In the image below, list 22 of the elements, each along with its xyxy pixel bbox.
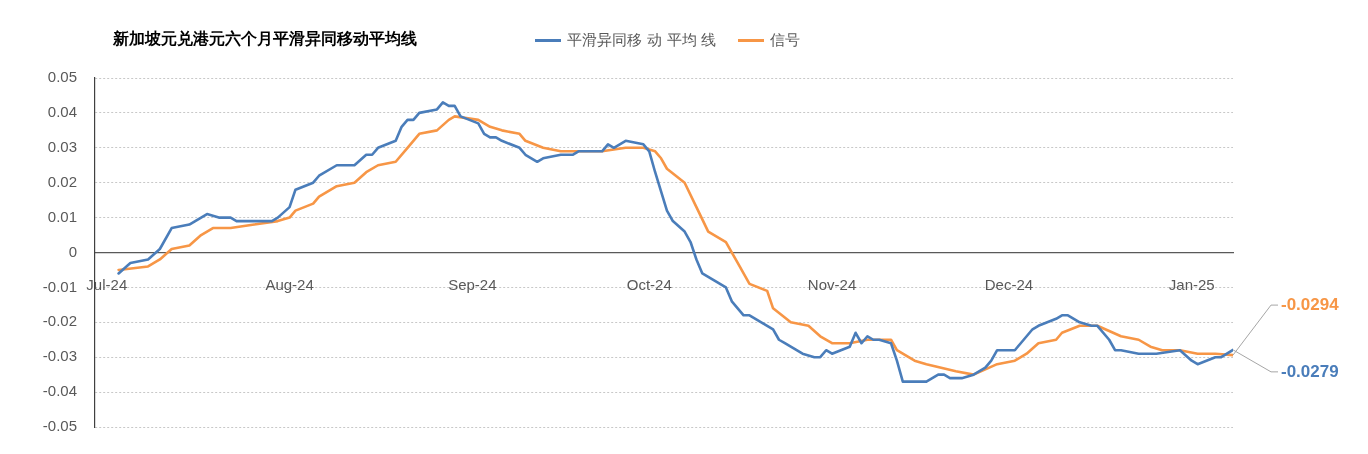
data-label: -0.0294	[1281, 294, 1340, 314]
y-tick-label: 0.02	[47, 172, 77, 190]
y-tick-label: -0.04	[42, 382, 77, 400]
chart-title: 新加坡元兑港元六个月平滑异同移动平均线	[113, 29, 417, 50]
y-tick-label: 0.03	[47, 137, 77, 155]
x-tick-label: Nov-24	[807, 275, 857, 293]
x-tick-label: Aug-24	[265, 275, 314, 293]
y-tick-label: 0.05	[47, 68, 77, 86]
y-tick-label: -0.05	[42, 417, 77, 435]
data-label: -0.0279	[1281, 361, 1339, 381]
y-tick-label: -0.03	[42, 347, 77, 365]
y-tick-label: -0.01	[42, 277, 77, 295]
legend-label: 平滑异同移 动 平均 线	[567, 31, 717, 50]
x-tick-label: Jan-25	[1168, 275, 1215, 293]
y-tick-label: 0	[68, 242, 77, 260]
legend-label: 信号	[770, 31, 801, 50]
x-tick-label: Oct-24	[626, 275, 672, 293]
y-tick-label: -0.02	[42, 312, 77, 330]
y-tick-label: 0.01	[47, 207, 77, 225]
x-tick-label: Sep-24	[448, 275, 497, 293]
y-tick-label: 0.04	[47, 103, 77, 121]
x-tick-label: Dec-24	[984, 275, 1034, 293]
